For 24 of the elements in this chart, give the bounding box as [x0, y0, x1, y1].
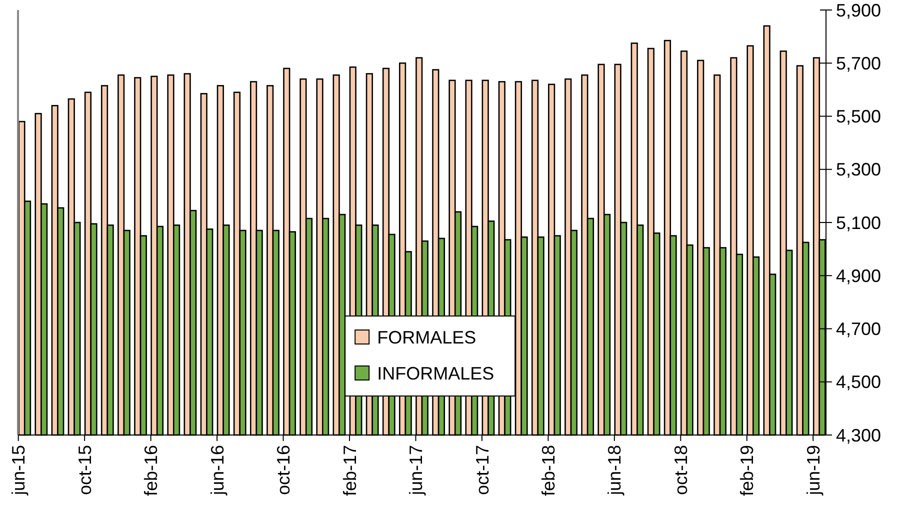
legend-label: FORMALES	[377, 327, 476, 348]
x-tick-label: jun-18	[604, 445, 625, 496]
x-tick-label: jun-17	[406, 445, 426, 496]
y-tick-label: 4,500	[836, 372, 882, 392]
x-tick-label: oct-16	[274, 445, 294, 496]
x-tick-label: feb-19	[737, 445, 758, 496]
y-tick-label: 5,900	[836, 0, 882, 20]
y-tick-label: 5,500	[836, 106, 882, 127]
y-tick-label: 5,700	[836, 53, 882, 74]
y-tick-label: 5,300	[836, 160, 882, 180]
y-tick-label: 4,700	[836, 319, 882, 340]
x-tick-label: jun-15	[8, 445, 29, 496]
x-tick-label: feb-18	[538, 445, 558, 496]
x-tick-label: jun-16	[207, 445, 228, 496]
x-tick-label: oct-15	[74, 445, 95, 496]
y-tick-label: 4,300	[836, 425, 882, 446]
x-tick-label: jun-19	[803, 445, 824, 496]
x-tick-label: feb-17	[340, 445, 360, 496]
x-tick-label: oct-18	[670, 445, 691, 496]
x-tick-label: oct-17	[472, 445, 492, 496]
x-tick-label: feb-16	[141, 445, 162, 496]
y-tick-label: 5,100	[836, 212, 882, 233]
y-tick-label: 4,900	[836, 266, 882, 286]
legend-label: INFORMALES	[377, 363, 494, 384]
